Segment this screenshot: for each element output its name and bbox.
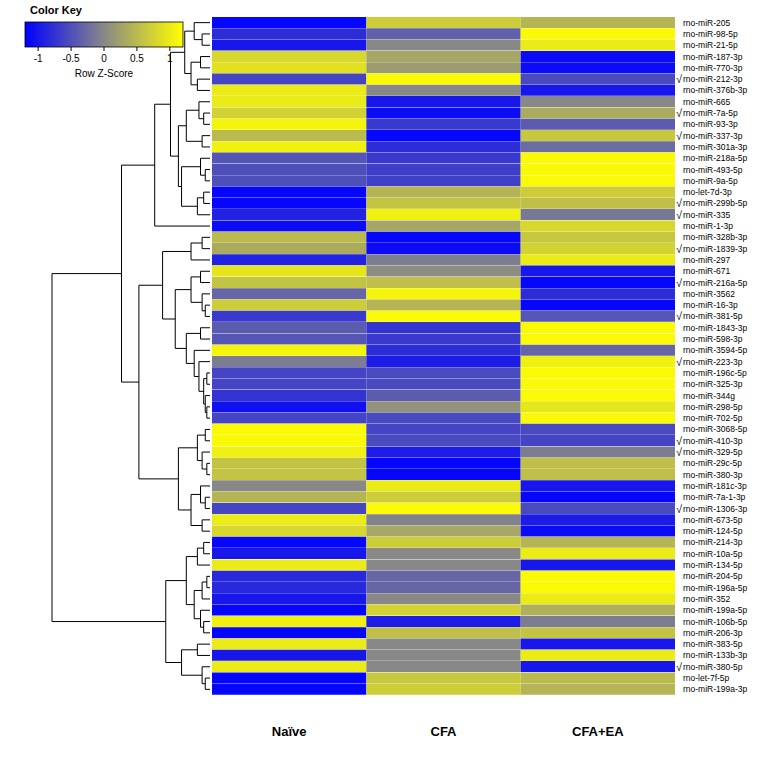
- svg-text:rno-miR-3068-5p: rno-miR-3068-5p: [683, 424, 748, 434]
- svg-text:rno-miR-199a-3p: rno-miR-199a-3p: [683, 684, 748, 694]
- svg-text:rno-miR-216a-5p: rno-miR-216a-5p: [683, 278, 748, 288]
- svg-text:rno-miR-380-5p: rno-miR-380-5p: [683, 662, 743, 672]
- svg-text:-1: -1: [34, 53, 43, 64]
- svg-text:rno-miR-671: rno-miR-671: [683, 266, 731, 276]
- svg-text:rno-miR-328b-3p: rno-miR-328b-3p: [683, 232, 748, 242]
- svg-text:rno-miR-344g: rno-miR-344g: [683, 391, 735, 401]
- svg-text:rno-miR-329-5p: rno-miR-329-5p: [683, 447, 743, 457]
- svg-text:√: √: [676, 130, 683, 142]
- svg-text:√: √: [676, 310, 683, 322]
- svg-text:rno-miR-337-3p: rno-miR-337-3p: [683, 131, 743, 141]
- svg-text:rno-miR-702-5p: rno-miR-702-5p: [683, 413, 743, 423]
- svg-text:√: √: [676, 356, 683, 368]
- svg-text:rno-miR-1839-3p: rno-miR-1839-3p: [683, 244, 748, 254]
- svg-text:rno-miR-181c-3p: rno-miR-181c-3p: [683, 481, 747, 491]
- svg-text:CFA+EA: CFA+EA: [572, 724, 624, 739]
- svg-text:rno-let-7d-3p: rno-let-7d-3p: [683, 187, 732, 197]
- svg-text:√: √: [676, 277, 683, 289]
- svg-text:√: √: [676, 243, 683, 255]
- svg-text:√: √: [676, 446, 683, 458]
- svg-text:rno-miR-493-5p: rno-miR-493-5p: [683, 165, 743, 175]
- svg-text:rno-miR-29c-5p: rno-miR-29c-5p: [683, 458, 742, 468]
- svg-text:rno-miR-212-3p: rno-miR-212-3p: [683, 74, 743, 84]
- svg-text:rno-miR-335: rno-miR-335: [683, 210, 731, 220]
- svg-text:rno-miR-3594-5p: rno-miR-3594-5p: [683, 345, 748, 355]
- svg-text:rno-miR-7a-1-3p: rno-miR-7a-1-3p: [683, 492, 746, 502]
- svg-text:Row Z-Score: Row Z-Score: [75, 68, 134, 79]
- svg-text:√: √: [676, 197, 683, 209]
- svg-text:rno-miR-3562: rno-miR-3562: [683, 289, 735, 299]
- svg-text:CFA: CFA: [431, 724, 458, 739]
- svg-text:rno-miR-673-5p: rno-miR-673-5p: [683, 515, 743, 525]
- svg-text:rno-miR-205: rno-miR-205: [683, 18, 731, 28]
- svg-text:rno-miR-352: rno-miR-352: [683, 594, 731, 604]
- svg-text:rno-miR-21-5p: rno-miR-21-5p: [683, 40, 738, 50]
- svg-text:rno-miR-187-3p: rno-miR-187-3p: [683, 52, 743, 62]
- svg-text:rno-miR-214-3p: rno-miR-214-3p: [683, 537, 743, 547]
- svg-text:rno-miR-376b-3p: rno-miR-376b-3p: [683, 85, 748, 95]
- svg-text:Color Key: Color Key: [30, 4, 83, 16]
- svg-text:rno-miR-1843-3p: rno-miR-1843-3p: [683, 323, 748, 333]
- svg-text:rno-miR-1-3p: rno-miR-1-3p: [683, 221, 733, 231]
- svg-text:√: √: [676, 435, 683, 447]
- svg-text:rno-miR-223-3p: rno-miR-223-3p: [683, 357, 743, 367]
- svg-text:rno-miR-298-5p: rno-miR-298-5p: [683, 402, 743, 412]
- svg-text:rno-miR-301a-3p: rno-miR-301a-3p: [683, 142, 748, 152]
- svg-text:√: √: [676, 503, 683, 515]
- svg-text:0.5: 0.5: [130, 53, 144, 64]
- svg-text:rno-miR-665: rno-miR-665: [683, 97, 731, 107]
- svg-text:√: √: [676, 661, 683, 673]
- svg-text:rno-miR-196c-5p: rno-miR-196c-5p: [683, 368, 747, 378]
- svg-text:rno-miR-299b-5p: rno-miR-299b-5p: [683, 198, 748, 208]
- svg-text:rno-miR-7a-5p: rno-miR-7a-5p: [683, 108, 738, 118]
- svg-text:rno-miR-381-5p: rno-miR-381-5p: [683, 311, 743, 321]
- svg-text:√: √: [676, 209, 683, 221]
- svg-text:rno-miR-93-3p: rno-miR-93-3p: [683, 119, 738, 129]
- svg-text:rno-miR-134-5p: rno-miR-134-5p: [683, 560, 743, 570]
- svg-text:Naïve: Naïve: [272, 724, 307, 739]
- svg-text:rno-miR-380-3p: rno-miR-380-3p: [683, 470, 743, 480]
- svg-text:-0.5: -0.5: [62, 53, 80, 64]
- svg-text:rno-miR-218a-5p: rno-miR-218a-5p: [683, 153, 748, 163]
- svg-text:1: 1: [167, 53, 173, 64]
- svg-text:rno-miR-1306-3p: rno-miR-1306-3p: [683, 504, 748, 514]
- svg-text:0: 0: [101, 53, 107, 64]
- svg-text:rno-miR-410-3p: rno-miR-410-3p: [683, 436, 743, 446]
- svg-text:rno-miR-196a-5p: rno-miR-196a-5p: [683, 583, 748, 593]
- svg-text:√: √: [676, 73, 683, 85]
- svg-text:rno-miR-9a-5p: rno-miR-9a-5p: [683, 176, 738, 186]
- svg-text:rno-miR-206-3p: rno-miR-206-3p: [683, 628, 743, 638]
- svg-text:√: √: [676, 107, 683, 119]
- svg-text:rno-miR-204-5p: rno-miR-204-5p: [683, 571, 743, 581]
- svg-text:rno-miR-106b-5p: rno-miR-106b-5p: [683, 617, 748, 627]
- svg-text:rno-miR-16-3p: rno-miR-16-3p: [683, 300, 738, 310]
- svg-text:rno-miR-325-3p: rno-miR-325-3p: [683, 379, 743, 389]
- svg-text:rno-miR-124-5p: rno-miR-124-5p: [683, 526, 743, 536]
- svg-text:rno-miR-598-3p: rno-miR-598-3p: [683, 334, 743, 344]
- svg-text:rno-miR-297: rno-miR-297: [683, 255, 731, 265]
- svg-text:rno-miR-133b-3p: rno-miR-133b-3p: [683, 650, 748, 660]
- svg-text:rno-miR-770-3p: rno-miR-770-3p: [683, 63, 743, 73]
- svg-text:rno-let-7f-5p: rno-let-7f-5p: [683, 673, 730, 683]
- svg-text:rno-miR-98-5p: rno-miR-98-5p: [683, 29, 738, 39]
- svg-text:rno-miR-199a-5p: rno-miR-199a-5p: [683, 605, 748, 615]
- svg-text:rno-miR-383-5p: rno-miR-383-5p: [683, 639, 743, 649]
- svg-text:rno-miR-10a-5p: rno-miR-10a-5p: [683, 549, 743, 559]
